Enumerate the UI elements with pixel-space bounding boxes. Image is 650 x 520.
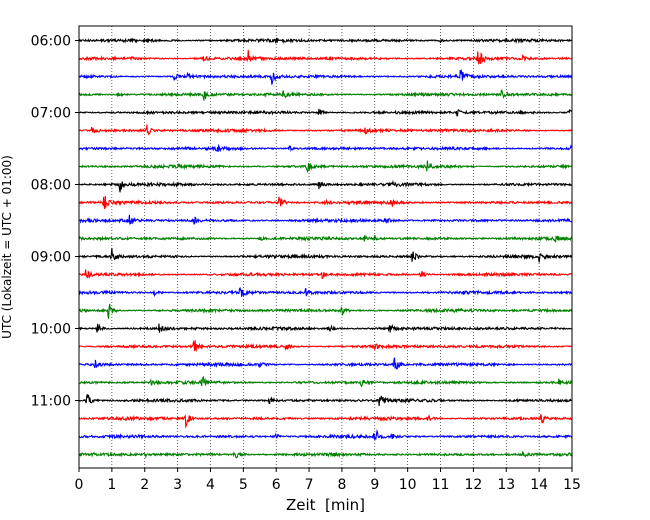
trace-0730 bbox=[78, 143, 573, 153]
trace-1130 bbox=[78, 428, 573, 441]
trace-1015 bbox=[78, 340, 573, 353]
x-tick-label-3: 3 bbox=[173, 477, 182, 493]
trace-0900 bbox=[78, 247, 573, 263]
x-tick-label-7: 7 bbox=[305, 477, 314, 493]
trace-0930 bbox=[78, 287, 573, 298]
trace-0845 bbox=[78, 234, 573, 243]
x-tick-label-8: 8 bbox=[337, 477, 346, 493]
x-tick-label-2: 2 bbox=[140, 477, 149, 493]
y-tick-label-0: 06:00 bbox=[31, 34, 71, 50]
x-tick-label-13: 13 bbox=[497, 477, 515, 493]
trace-0945 bbox=[78, 303, 573, 319]
x-axis-label: Zeit [min] bbox=[286, 496, 365, 514]
y-axis-label: UTC (Lokalzeit = UTC + 01:00) bbox=[0, 155, 14, 339]
plot-area bbox=[79, 26, 572, 468]
plot-frame bbox=[78, 25, 573, 469]
trace-1100 bbox=[78, 394, 573, 406]
trace-1145 bbox=[78, 451, 573, 459]
x-tick-label-4: 4 bbox=[206, 477, 215, 493]
x-tick-label-10: 10 bbox=[399, 477, 417, 493]
y-tick-label-3: 09:00 bbox=[31, 250, 71, 266]
x-tick-label-9: 9 bbox=[370, 477, 379, 493]
trace-0815 bbox=[78, 195, 573, 210]
trace-0630 bbox=[78, 68, 573, 85]
x-tick-label-11: 11 bbox=[432, 477, 450, 493]
x-tick-label-5: 5 bbox=[239, 477, 248, 493]
x-tick-label-1: 1 bbox=[107, 477, 116, 493]
trace-0715 bbox=[78, 124, 573, 136]
trace-0830 bbox=[78, 214, 573, 225]
trace-0700 bbox=[78, 108, 573, 117]
trace-0915 bbox=[78, 269, 573, 280]
y-tick-label-2: 08:00 bbox=[31, 178, 71, 194]
trace-1045 bbox=[78, 375, 573, 388]
trace-1115 bbox=[78, 413, 573, 429]
x-tick-label-14: 14 bbox=[530, 477, 548, 493]
y-tick-label-5: 11:00 bbox=[31, 394, 71, 410]
trace-0800 bbox=[78, 181, 573, 193]
y-tick-label-1: 07:00 bbox=[31, 106, 71, 122]
trace-0615 bbox=[78, 49, 573, 65]
y-tick-label-4: 10:00 bbox=[31, 322, 71, 338]
y-axis: 06:00 07:00 08:00 09:00 10:00 11:00 bbox=[31, 34, 79, 410]
traces bbox=[78, 37, 573, 459]
trace-1000 bbox=[78, 323, 573, 333]
x-tick-label-0: 0 bbox=[75, 477, 84, 493]
x-tick-label-12: 12 bbox=[464, 477, 482, 493]
trace-1030 bbox=[78, 357, 573, 370]
trace-0600 bbox=[78, 37, 573, 45]
trace-0745 bbox=[78, 160, 573, 173]
trace-0645 bbox=[78, 89, 573, 101]
x-tick-label-15: 15 bbox=[563, 477, 581, 493]
x-tick-label-6: 6 bbox=[272, 477, 281, 493]
x-axis: 0 1 2 3 4 5 6 7 8 9 10 11 12 13 14 15 bbox=[75, 468, 581, 493]
